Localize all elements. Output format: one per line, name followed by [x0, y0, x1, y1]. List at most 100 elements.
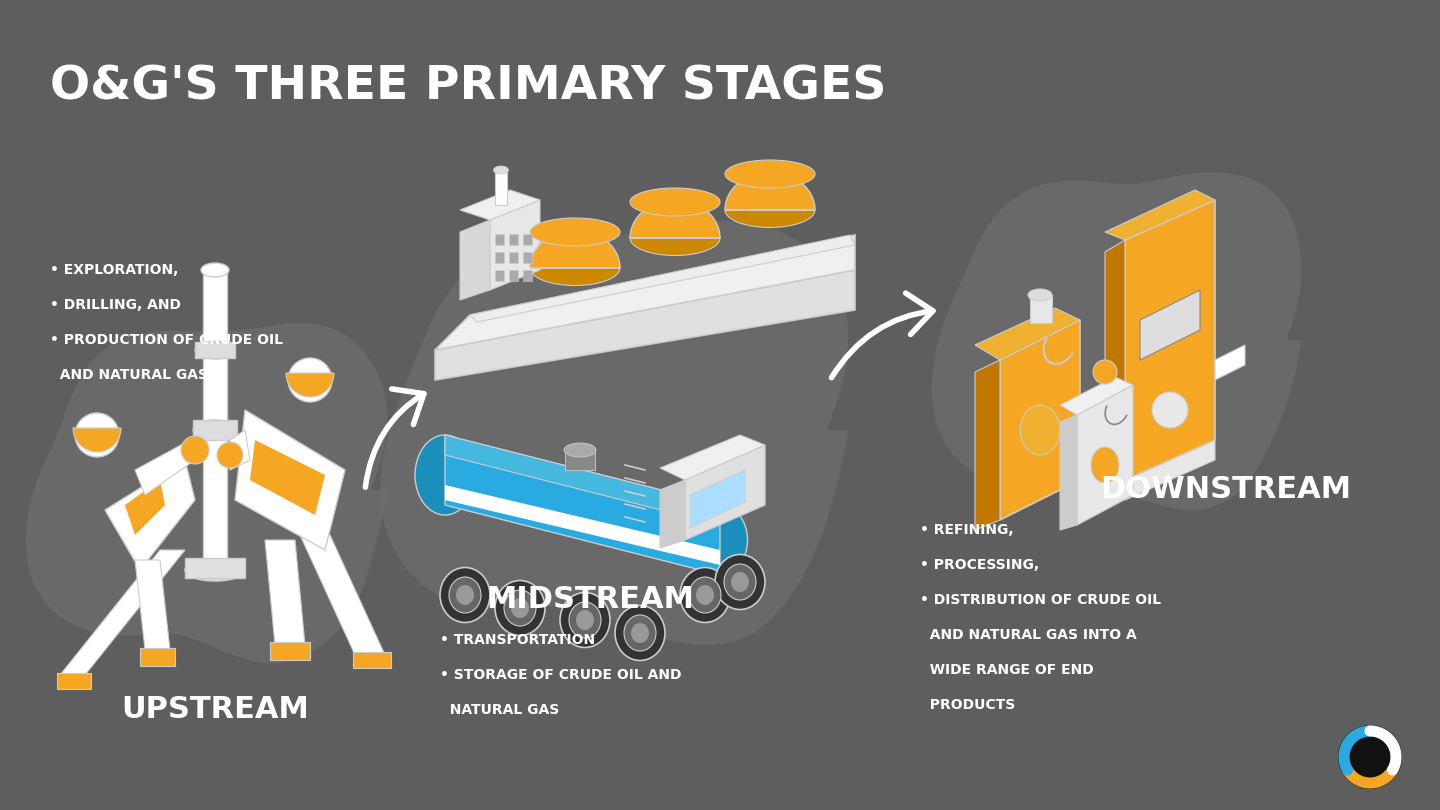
Polygon shape — [230, 430, 251, 470]
Ellipse shape — [530, 218, 621, 246]
Polygon shape — [435, 270, 855, 380]
Polygon shape — [300, 535, 384, 655]
Bar — [271, 642, 310, 660]
Text: AND NATURAL GAS INTO A: AND NATURAL GAS INTO A — [920, 628, 1136, 642]
Bar — [1030, 295, 1053, 323]
Circle shape — [181, 436, 209, 464]
Ellipse shape — [495, 581, 544, 636]
Ellipse shape — [504, 590, 536, 626]
Polygon shape — [690, 470, 744, 528]
Ellipse shape — [724, 193, 815, 228]
Polygon shape — [26, 323, 387, 663]
Ellipse shape — [415, 435, 475, 515]
Polygon shape — [975, 308, 1080, 360]
Bar — [508, 270, 518, 281]
Text: • TRANSPORTATION: • TRANSPORTATION — [441, 633, 595, 647]
Ellipse shape — [631, 623, 649, 643]
Text: NATURAL GAS: NATURAL GAS — [441, 703, 559, 717]
Bar — [194, 342, 235, 358]
Ellipse shape — [631, 188, 720, 216]
Bar — [193, 420, 238, 440]
Ellipse shape — [1020, 405, 1060, 455]
Polygon shape — [60, 550, 184, 675]
Polygon shape — [1140, 290, 1200, 360]
Text: • DRILLING, AND: • DRILLING, AND — [50, 298, 181, 312]
Polygon shape — [530, 230, 621, 268]
Text: UPSTREAM: UPSTREAM — [121, 696, 310, 724]
Circle shape — [1338, 725, 1403, 789]
Ellipse shape — [693, 505, 747, 575]
Text: • DISTRIBUTION OF CRUDE OIL: • DISTRIBUTION OF CRUDE OIL — [920, 593, 1161, 607]
Ellipse shape — [724, 160, 815, 188]
Text: • PROCESSING,: • PROCESSING, — [920, 558, 1040, 572]
Text: AND NATURAL GAS: AND NATURAL GAS — [50, 368, 207, 382]
Polygon shape — [459, 220, 490, 300]
Bar — [508, 234, 518, 245]
Bar — [508, 252, 518, 263]
Circle shape — [217, 442, 243, 468]
Ellipse shape — [688, 577, 721, 613]
Polygon shape — [1104, 470, 1125, 500]
Text: • STORAGE OF CRUDE OIL AND: • STORAGE OF CRUDE OIL AND — [441, 668, 681, 682]
Polygon shape — [660, 435, 765, 480]
Ellipse shape — [441, 568, 490, 623]
Ellipse shape — [569, 602, 600, 638]
Text: • PRODUCTION OF CRUDE OIL: • PRODUCTION OF CRUDE OIL — [50, 333, 284, 347]
Bar — [140, 648, 176, 666]
Ellipse shape — [1028, 289, 1053, 301]
Polygon shape — [445, 435, 720, 525]
Text: WIDE RANGE OF END: WIDE RANGE OF END — [920, 663, 1094, 677]
Text: DOWNSTREAM: DOWNSTREAM — [1100, 475, 1351, 505]
Ellipse shape — [511, 598, 528, 618]
Bar — [564, 450, 595, 470]
Bar — [495, 234, 504, 245]
Polygon shape — [1215, 345, 1246, 380]
Polygon shape — [125, 480, 166, 535]
Ellipse shape — [193, 420, 238, 440]
Ellipse shape — [615, 606, 665, 660]
Ellipse shape — [449, 577, 481, 613]
Circle shape — [1093, 360, 1117, 384]
Polygon shape — [380, 220, 848, 645]
Polygon shape — [459, 190, 540, 220]
Ellipse shape — [560, 592, 611, 647]
Circle shape — [288, 358, 333, 402]
Polygon shape — [685, 445, 765, 540]
Ellipse shape — [696, 585, 714, 605]
Ellipse shape — [456, 585, 474, 605]
Bar — [495, 170, 507, 205]
Wedge shape — [73, 428, 121, 452]
Polygon shape — [1104, 240, 1125, 490]
Bar — [353, 652, 392, 668]
Polygon shape — [235, 410, 346, 550]
Ellipse shape — [494, 166, 508, 174]
Bar — [523, 234, 531, 245]
Bar — [58, 673, 91, 689]
Bar — [523, 252, 531, 263]
Text: PRODUCTS: PRODUCTS — [920, 698, 1015, 712]
Polygon shape — [631, 200, 720, 238]
Polygon shape — [469, 235, 855, 322]
Text: • EXPLORATION,: • EXPLORATION, — [50, 263, 179, 277]
Ellipse shape — [184, 559, 245, 581]
Polygon shape — [975, 360, 999, 530]
Polygon shape — [1125, 200, 1215, 480]
Polygon shape — [1060, 415, 1077, 530]
Bar — [495, 252, 504, 263]
Text: • REFINING,: • REFINING, — [920, 523, 1014, 537]
Polygon shape — [135, 560, 170, 650]
Ellipse shape — [631, 220, 720, 255]
Bar — [184, 558, 245, 578]
Polygon shape — [1104, 190, 1215, 240]
FancyArrowPatch shape — [831, 293, 933, 377]
Ellipse shape — [564, 443, 596, 457]
Bar — [495, 270, 504, 281]
Polygon shape — [490, 200, 540, 290]
Wedge shape — [287, 373, 334, 397]
FancyArrowPatch shape — [366, 389, 423, 488]
Bar — [523, 270, 531, 281]
Polygon shape — [135, 440, 194, 495]
Ellipse shape — [716, 555, 765, 609]
Ellipse shape — [732, 572, 749, 592]
Ellipse shape — [194, 341, 235, 359]
